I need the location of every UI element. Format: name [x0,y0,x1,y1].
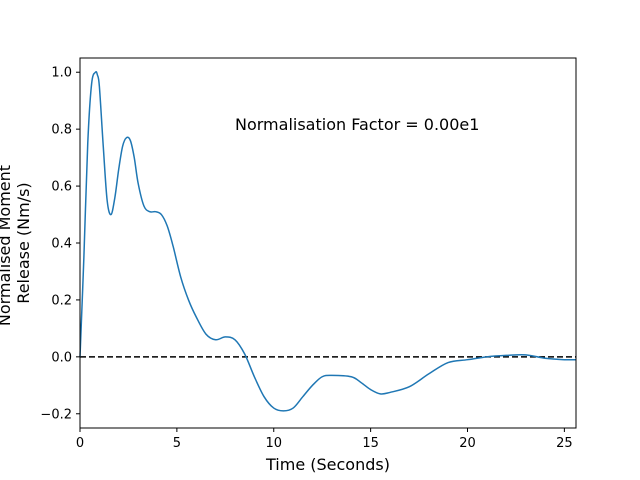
x-axis-title: Time (Seconds) [265,455,390,474]
y-tick-label: 1.0 [51,66,72,81]
y-tick-label: 0.8 [51,123,72,138]
x-tick-label: 15 [362,436,379,451]
x-tick-label: 5 [173,436,181,451]
y-tick-label: 0.2 [51,293,72,308]
y-axis-title-line2: Release (Nm/s) [14,182,33,303]
x-tick-label: 0 [76,436,84,451]
annotation-text: Normalisation Factor = 0.00e1 [235,115,479,134]
x-tick-label: 20 [459,436,476,451]
y-axis-title: Normalised Moment Release (Nm/s) [0,160,33,326]
y-axis-title-line1: Normalised Moment [0,165,14,326]
series-line-0 [79,70,577,412]
axis-ticks: 0 5 10 15 20 25 −0.2 0.0 0.2 0.4 0.6 0.8 1.0 [40,66,572,451]
x-tick-label: 10 [265,436,282,451]
y-tick-label: 0.0 [51,350,72,365]
x-tick-label: 25 [556,436,573,451]
y-tick-label: 0.4 [51,237,72,252]
y-tick-label: 0.6 [51,180,72,195]
y-tick-label: −0.2 [40,407,72,422]
